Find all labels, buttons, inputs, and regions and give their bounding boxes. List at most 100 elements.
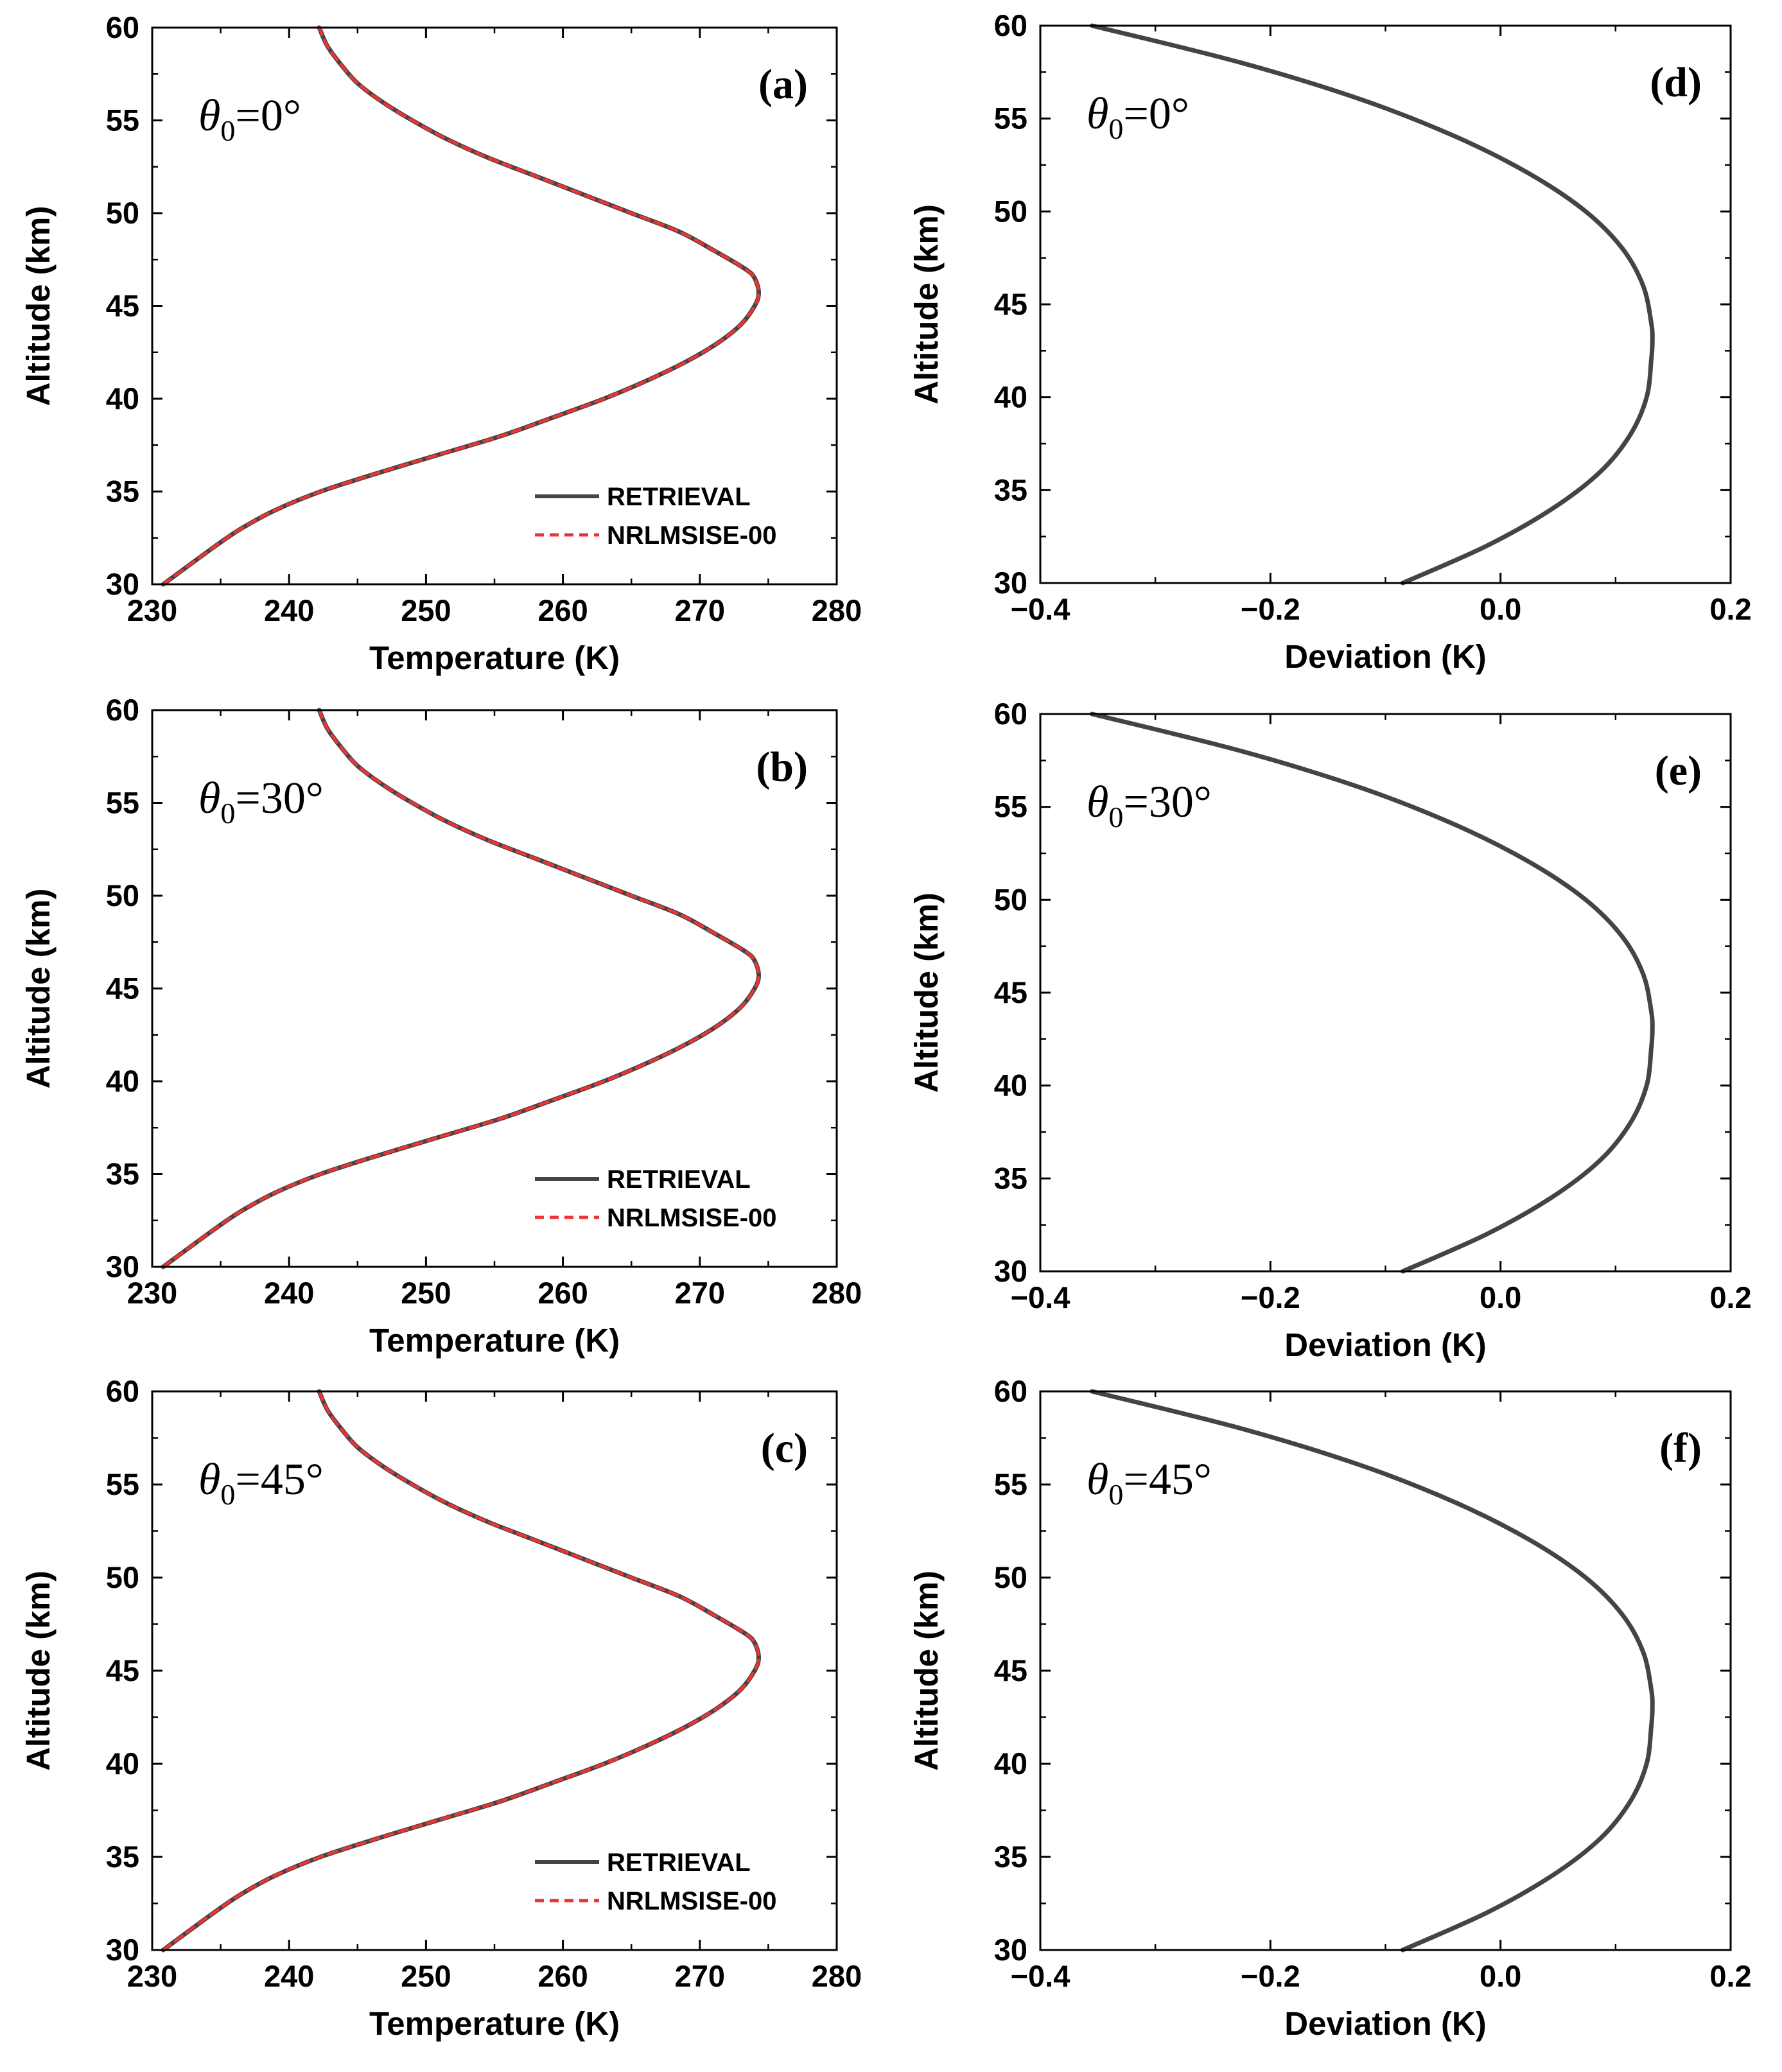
series-line-nrlmsise-00 [161,26,760,586]
y-tick-label: 60 [994,697,1027,731]
theta-subscript: 0 [220,797,235,830]
y-tick-label: 35 [994,1161,1027,1195]
x-tick-label: 280 [812,593,862,627]
theta-symbol: θ [1087,89,1108,139]
y-tick-label: 40 [994,1068,1027,1102]
y-tick-label: 45 [994,1653,1027,1687]
x-tick-label: 280 [812,1276,862,1310]
y-tick-label: 30 [106,1933,139,1967]
series-line-deviation [1090,711,1655,1274]
x-axis-title: Temperature (K) [369,640,620,676]
plot-frame [1039,24,1732,584]
theta-value: =45° [1123,1455,1211,1504]
y-tick-label: 55 [994,101,1027,135]
x-tick-label: 250 [401,593,451,627]
x-tick-label: 230 [127,1276,177,1310]
legend-label-retrieval: RETRIEVAL [607,1849,751,1877]
y-tick-label: 60 [106,10,139,44]
series-line-deviation [1090,1389,1655,1953]
y-tick-label: 40 [994,380,1027,414]
plot-frame [151,26,838,586]
x-tick-label: 280 [812,1959,862,1993]
y-tick-label: 55 [994,1467,1027,1501]
y-tick-label: 45 [106,1653,139,1687]
y-axis-title: Altitude (km) [908,892,945,1093]
y-tick-label: 45 [994,975,1027,1009]
theta-annotation: θ0=30° [198,774,324,830]
chart-panel-a: 30 35 40 45 50 55 60 230 240 250 260 270 280 Temperat… [20,10,862,676]
panel-tag: (b) [756,744,808,790]
legend-label-nrlmsise: NRLMSISE-00 [607,1204,777,1232]
y-tick-label: 60 [106,1374,139,1408]
x-tick-label: 0.0 [1480,1280,1521,1314]
theta-value: =0° [1123,89,1189,139]
plot-frame [1039,713,1732,1273]
y-tick-label: 50 [106,196,139,230]
chart-panel-f: 30 35 40 45 50 55 60 −0.4 −0.2 0.0 0.2 Deviation (K… [908,1374,1752,2042]
x-tick-label: −0.4 [1011,1959,1070,1993]
theta-subscript: 0 [220,114,235,147]
x-tick-label: 230 [127,593,177,627]
y-tick-label: 30 [994,1933,1027,1967]
y-tick-label: 45 [106,289,139,323]
y-tick-label: 40 [994,1746,1027,1780]
x-axis-title: Temperature (K) [369,2005,620,2042]
theta-symbol: θ [198,1455,220,1504]
legend-label-retrieval: RETRIEVAL [607,483,751,511]
theta-value: =0° [235,91,301,141]
y-tick-label: 35 [994,473,1027,507]
theta-subscript: 0 [220,1478,235,1511]
y-tick-label: 50 [106,878,139,912]
y-tick-label: 55 [106,786,139,820]
x-tick-label: 260 [537,1276,588,1310]
x-tick-label: 0.2 [1709,1959,1751,1993]
x-axis-title: Deviation (K) [1284,638,1487,675]
x-tick-label: −0.2 [1241,1959,1300,1993]
theta-annotation: θ0=30° [1087,778,1212,833]
legend-label-retrieval: RETRIEVAL [607,1165,751,1194]
theta-symbol: θ [198,91,220,141]
x-tick-label: 250 [401,1276,451,1310]
panel-tag: (d) [1650,59,1702,106]
y-tick-label: 60 [994,8,1027,42]
y-tick-label: 40 [106,1746,139,1780]
y-tick-label: 55 [106,1467,139,1501]
x-tick-label: 0.0 [1480,592,1521,626]
panel-tag: (e) [1655,747,1702,794]
panel-tag: (a) [758,61,808,108]
y-tick-label: 45 [994,287,1027,321]
y-tick-label: 45 [106,971,139,1006]
theta-annotation: θ0=45° [1087,1455,1212,1511]
x-tick-label: 240 [264,1276,314,1310]
y-tick-label: 55 [106,103,139,137]
x-tick-label: −0.4 [1011,1280,1070,1314]
y-axis-title: Altitude (km) [908,1571,945,1771]
y-tick-label: 30 [994,566,1027,600]
y-tick-label: 50 [106,1560,139,1594]
y-axis-title: Altitude (km) [20,1571,57,1771]
y-tick-label: 50 [994,882,1027,916]
x-tick-label: −0.2 [1241,1280,1300,1314]
series-line-nrlmsise-00 [161,1389,760,1952]
y-tick-label: 60 [994,1374,1027,1408]
x-axis-title: Deviation (K) [1284,2005,1487,2042]
theta-subscript: 0 [1108,112,1123,145]
theta-annotation: θ0=0° [1087,89,1189,145]
theta-annotation: θ0=0° [198,91,301,147]
plot-frame [151,709,838,1268]
x-tick-label: 260 [537,1959,588,1993]
chart-panel-b: 30 35 40 45 50 55 60 230 240 250 260 270 280 Temperat… [20,693,862,1359]
y-tick-label: 60 [106,693,139,727]
y-tick-label: 55 [994,790,1027,824]
chart-panel-e: 30 35 40 45 50 55 60 −0.4 −0.2 0.0 0.2 Deviation (K… [908,697,1752,1363]
y-axis-title: Altitude (km) [20,889,57,1089]
series-line-deviation [1090,23,1655,586]
y-tick-label: 35 [106,474,139,509]
y-tick-label: 30 [994,1254,1027,1288]
panel-tag: (c) [761,1425,808,1472]
y-tick-label: 40 [106,1064,139,1098]
y-tick-label: 35 [106,1840,139,1874]
chart-panel-d: 30 35 40 45 50 55 60 −0.4 −0.2 0.0 0.2 Deviation (K… [908,8,1752,675]
x-tick-label: 270 [675,1959,725,1993]
